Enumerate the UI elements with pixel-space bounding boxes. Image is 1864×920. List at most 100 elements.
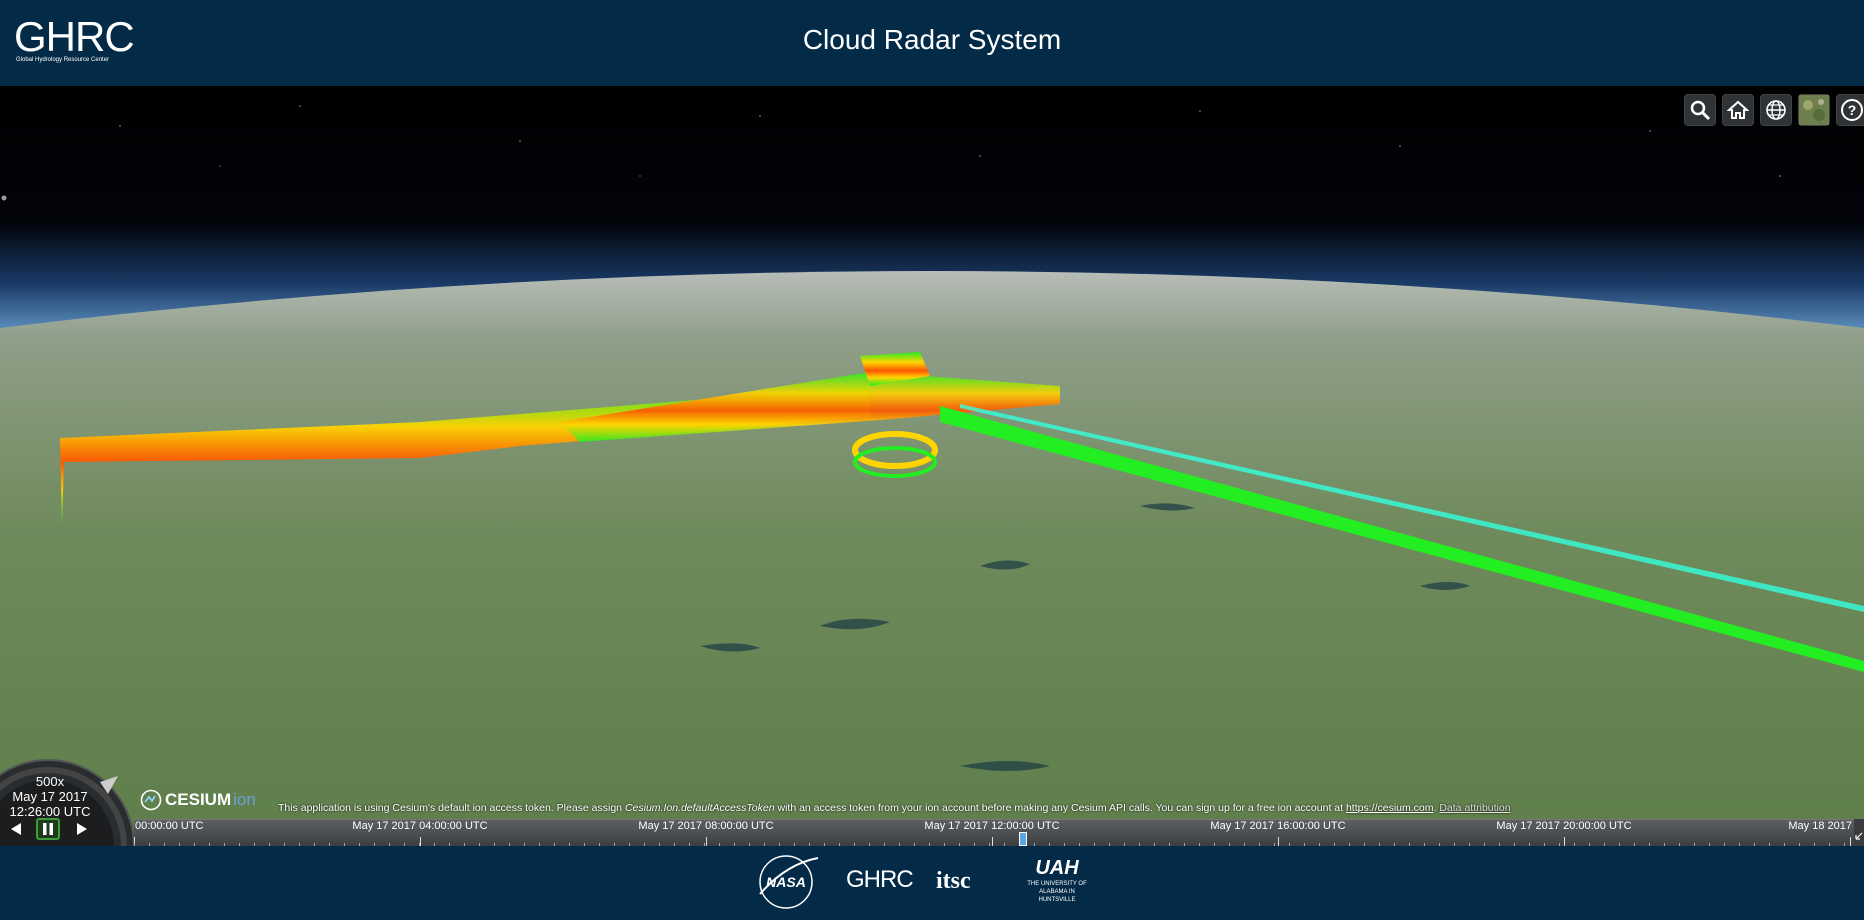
timeline-minor-tick (1349, 843, 1350, 846)
help-button[interactable]: ? (1836, 94, 1864, 126)
timeline-minor-tick (1754, 843, 1755, 846)
timeline-minor-tick (1739, 843, 1740, 846)
timeline-tick-label: May 17 2017 04:00:00 UTC (352, 820, 488, 832)
uah-logo-line2: ALABAMA IN HUNTSVILLE (1038, 889, 1076, 903)
fullscreen-button[interactable] (1854, 819, 1864, 846)
timeline[interactable]: 00:00:00 UTC May 17 2017 04:00:00 UTC May … (134, 819, 1856, 846)
play-forward-button[interactable] (70, 818, 94, 840)
timeline-minor-tick (854, 843, 855, 846)
timeline-minor-tick (1529, 843, 1530, 846)
credit-token-name: Cesium.Ion.defaultAccessToken (624, 802, 775, 814)
timeline-minor-tick (419, 843, 420, 846)
timeline-minor-tick (314, 843, 315, 846)
timeline-minor-tick (689, 843, 690, 846)
timeline-minor-tick (1169, 843, 1170, 846)
play-reverse-button[interactable] (4, 818, 28, 840)
timeline-minor-tick (1274, 843, 1275, 846)
timeline-minor-tick (974, 843, 975, 846)
home-button[interactable] (1722, 94, 1754, 126)
cesium-logo-text: CESIUM (165, 790, 232, 809)
home-icon (1727, 100, 1749, 119)
timeline-tick-label: May 18 2017 (1788, 820, 1852, 832)
ghrc-logo-text: GHRC (14, 13, 135, 60)
timeline-minor-tick (644, 843, 645, 846)
timeline-minor-tick (929, 843, 930, 846)
timeline-minor-tick (989, 843, 990, 846)
timeline-minor-tick (1514, 843, 1515, 846)
timeline-minor-tick (1724, 843, 1725, 846)
uah-logo-line1: THE UNIVERSITY OF (1027, 881, 1087, 887)
timeline-minor-tick (734, 843, 735, 846)
timeline-minor-tick (1289, 843, 1290, 846)
timeline-minor-tick (779, 843, 780, 846)
timeline-minor-tick (1364, 843, 1365, 846)
timeline-minor-tick (599, 843, 600, 846)
timeline-minor-tick (704, 843, 705, 846)
timeline-minor-tick (1694, 843, 1695, 846)
timeline-minor-tick (1469, 843, 1470, 846)
timeline-minor-tick (464, 843, 465, 846)
earth-surface (0, 271, 1864, 846)
geocoder-search-button[interactable] (1684, 94, 1716, 126)
timeline-minor-tick (1799, 843, 1800, 846)
pause-button[interactable] (36, 818, 60, 840)
timeline-minor-tick (134, 843, 135, 846)
imagery-thumbnail-icon (1799, 95, 1829, 125)
data-attribution-link[interactable]: Data attribution (1439, 802, 1511, 814)
timeline-minor-tick (1229, 843, 1230, 846)
timeline-minor-tick (284, 843, 285, 846)
timeline-minor-tick (1154, 843, 1155, 846)
timeline-minor-tick (149, 843, 150, 846)
timeline-minor-tick (1184, 843, 1185, 846)
ghrc-footer-logo[interactable]: GHRC (846, 866, 914, 893)
timeline-major-tick (134, 837, 135, 846)
timeline-minor-tick (1139, 843, 1140, 846)
triangle-right-icon (77, 823, 87, 835)
timeline-minor-tick (1049, 843, 1050, 846)
cesium-link[interactable]: https://cesium.com (1345, 802, 1434, 814)
timeline-minor-tick (539, 843, 540, 846)
nasa-logo[interactable]: NASA (756, 854, 822, 910)
timeline-minor-tick (1709, 843, 1710, 846)
timeline-major-tick (706, 837, 707, 846)
timeline-minor-tick (1109, 843, 1110, 846)
timeline-minor-tick (1679, 843, 1680, 846)
timeline-minor-tick (509, 843, 510, 846)
uah-logo[interactable]: UAH THE UNIVERSITY OF ALABAMA IN HUNTSVI… (1024, 856, 1090, 904)
timeline-minor-tick (209, 843, 210, 846)
cesium-viewer[interactable]: ? 500x May 17 2017 12:26:00 UTC CESIUM i… (0, 86, 1864, 846)
header-bar: GHRC Global Hydrology Resource Center Cl… (0, 0, 1864, 86)
timeline-tick-label: 00:00:00 UTC (135, 820, 204, 832)
timeline-tick-label: May 17 2017 16:00:00 UTC (1210, 820, 1346, 832)
cesium-logo-icon (140, 789, 162, 811)
timeline-needle[interactable] (1018, 832, 1027, 846)
timeline-minor-tick (1784, 843, 1785, 846)
itsc-logo[interactable]: itsc (936, 868, 971, 894)
timeline-minor-tick (719, 843, 720, 846)
timeline-minor-tick (164, 843, 165, 846)
scene-mode-button[interactable] (1760, 94, 1792, 126)
timeline-minor-tick (869, 843, 870, 846)
timeline-minor-tick (1634, 843, 1635, 846)
animation-widget[interactable]: 500x May 17 2017 12:26:00 UTC (0, 736, 134, 846)
globe-scene[interactable] (0, 86, 1864, 846)
timeline-minor-tick (434, 843, 435, 846)
timeline-minor-tick (1304, 843, 1305, 846)
base-layer-picker-button[interactable] (1798, 94, 1830, 126)
timeline-minor-tick (179, 843, 180, 846)
ghrc-logo[interactable]: GHRC Global Hydrology Resource Center (14, 14, 135, 66)
timeline-minor-tick (749, 843, 750, 846)
stars (1, 105, 1781, 201)
lakes (700, 503, 1470, 771)
timeline-minor-tick (914, 843, 915, 846)
timeline-minor-tick (404, 843, 405, 846)
timeline-minor-tick (269, 843, 270, 846)
timeline-minor-tick (1649, 843, 1650, 846)
timeline-minor-tick (824, 843, 825, 846)
timeline-minor-tick (959, 843, 960, 846)
timeline-minor-tick (1094, 843, 1095, 846)
timeline-tick-label: May 17 2017 12:00:00 UTC (924, 820, 1060, 832)
timeline-minor-tick (1499, 843, 1500, 846)
timeline-minor-tick (1829, 843, 1830, 846)
cesium-ion-logo[interactable]: CESIUM ion (140, 788, 256, 812)
